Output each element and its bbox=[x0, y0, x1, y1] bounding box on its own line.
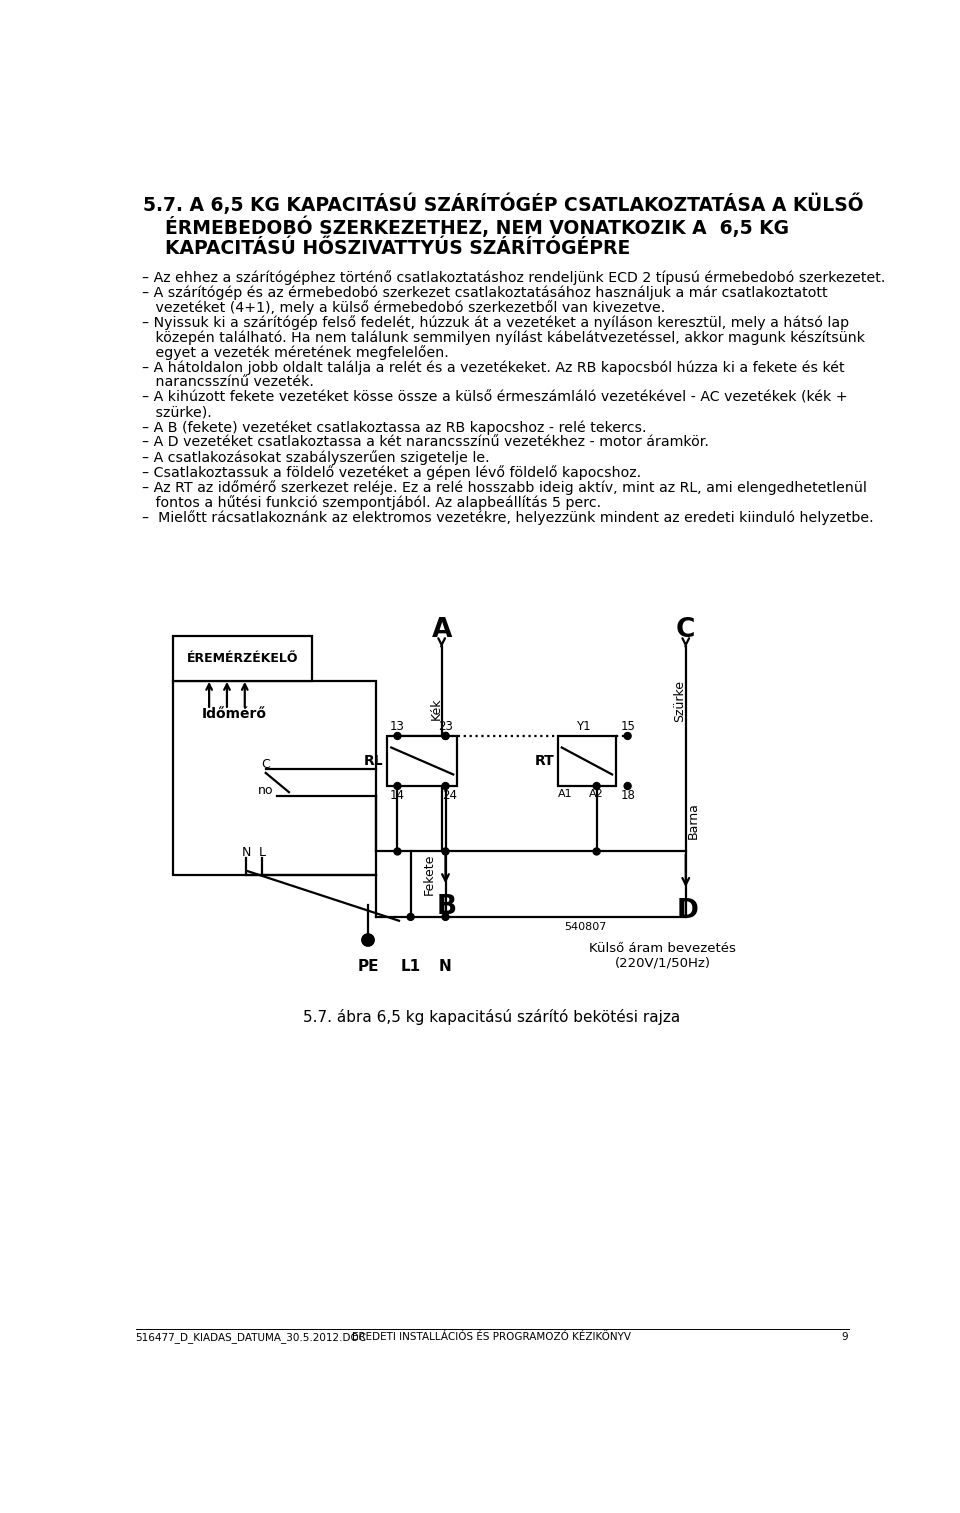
Text: A1: A1 bbox=[559, 790, 573, 799]
Text: A2: A2 bbox=[589, 790, 604, 799]
Text: 516477_D_KIADAS_DATUMA_30.5.2012.DOC: 516477_D_KIADAS_DATUMA_30.5.2012.DOC bbox=[135, 1331, 367, 1344]
Text: 18: 18 bbox=[620, 790, 636, 802]
Text: Külső áram bevezetés: Külső áram bevezetés bbox=[589, 941, 736, 955]
Text: A: A bbox=[431, 617, 452, 643]
Text: – A csatlakozásokat szabályszerűen szigetelje le.: – A csatlakozásokat szabályszerűen szige… bbox=[142, 451, 490, 464]
Text: Y1: Y1 bbox=[576, 720, 590, 732]
Circle shape bbox=[442, 782, 449, 790]
Circle shape bbox=[593, 847, 600, 855]
Text: – A kihúzott fekete vezetéket kösse össze a külső érmeszámláló vezetékével - AC : – A kihúzott fekete vezetéket kösse össz… bbox=[142, 390, 848, 404]
Text: – A D vezetéket csatlakoztassa a két narancsszínű vezetékhez - motor áramkör.: – A D vezetéket csatlakoztassa a két nar… bbox=[142, 436, 708, 449]
Text: RT: RT bbox=[535, 753, 554, 769]
Text: fontos a hűtési funkció szempontjából. Az alapbeállítás 5 perc.: fontos a hűtési funkció szempontjából. A… bbox=[142, 495, 601, 510]
Text: – Nyissuk ki a szárítógép felső fedelét, húzzuk át a vezetéket a nyíláson keresz: – Nyissuk ki a szárítógép felső fedelét,… bbox=[142, 315, 849, 330]
Text: 13: 13 bbox=[390, 720, 405, 732]
Text: KAPACITÁSÚ HŐSZIVATTYÚS SZÁRÍTÓGÉPRE: KAPACITÁSÚ HŐSZIVATTYÚS SZÁRÍTÓGÉPRE bbox=[165, 239, 630, 259]
Text: RL: RL bbox=[364, 753, 383, 769]
Text: ÉREMÉRZÉKELŐ: ÉREMÉRZÉKELŐ bbox=[186, 652, 299, 664]
Circle shape bbox=[442, 847, 449, 855]
Text: szürke).: szürke). bbox=[142, 405, 211, 419]
Text: narancsszínű vezeték.: narancsszínű vezeték. bbox=[142, 375, 314, 389]
Text: EREDETI INSTALLÁCIÓS ÉS PROGRAMOZÓ KÉZIKÖNYV: EREDETI INSTALLÁCIÓS ÉS PROGRAMOZÓ KÉZIK… bbox=[352, 1331, 632, 1342]
Bar bbox=[388, 735, 457, 787]
Text: – Csatlakoztassuk a földelő vezetéket a gépen lévő földelő kapocshoz.: – Csatlakoztassuk a földelő vezetéket a … bbox=[142, 466, 641, 480]
Text: – A B (fekete) vezetéket csatlakoztassa az RB kapocshoz - relé tekercs.: – A B (fekete) vezetéket csatlakoztassa … bbox=[142, 421, 646, 434]
Circle shape bbox=[442, 732, 449, 740]
Text: C: C bbox=[676, 617, 695, 643]
Text: B: B bbox=[437, 894, 457, 920]
Text: 15: 15 bbox=[620, 720, 636, 732]
Circle shape bbox=[624, 732, 631, 740]
Text: Kék: Kék bbox=[430, 697, 443, 720]
Text: egyet a vezeték méretének megfelelően.: egyet a vezeték méretének megfelelően. bbox=[142, 345, 448, 360]
Circle shape bbox=[394, 847, 401, 855]
Text: Szürke: Szürke bbox=[673, 681, 686, 722]
Circle shape bbox=[442, 914, 449, 920]
Circle shape bbox=[394, 732, 401, 740]
Text: vezetéket (4+1), mely a külső érmebedobó szerkezetből van kivezetve.: vezetéket (4+1), mely a külső érmebedobó… bbox=[142, 300, 665, 315]
Text: – Az ehhez a szárítógéphez történő csatlakoztatáshoz rendeljünk ECD 2 típusú érm: – Az ehhez a szárítógéphez történő csatl… bbox=[142, 271, 885, 284]
Text: PE: PE bbox=[357, 959, 379, 974]
Text: L: L bbox=[258, 846, 265, 859]
Text: közepén található. Ha nem találunk semmilyen nyílást kábelátvezetéssel, akkor ma: közepén található. Ha nem találunk semmi… bbox=[142, 330, 865, 345]
Bar bbox=[173, 681, 375, 875]
Text: 9: 9 bbox=[842, 1331, 849, 1342]
Circle shape bbox=[624, 782, 631, 790]
Text: N: N bbox=[242, 846, 251, 859]
Text: –  Mielőtt rácsatlakoznánk az elektromos vezetékre, helyezzünk mindent az eredet: – Mielőtt rácsatlakoznánk az elektromos … bbox=[142, 510, 874, 525]
Text: ÉRMEBEDOBÓ SZERKEZETHEZ, NEM VONATKOZIK A  6,5 KG: ÉRMEBEDOBÓ SZERKEZETHEZ, NEM VONATKOZIK … bbox=[165, 216, 789, 238]
Text: Barna: Barna bbox=[687, 802, 700, 840]
Circle shape bbox=[442, 732, 449, 740]
Text: no: no bbox=[258, 784, 274, 797]
Circle shape bbox=[394, 782, 401, 790]
Text: – Az RT az időmérő szerkezet reléje. Ez a relé hosszabb ideig aktív, mint az RL,: – Az RT az időmérő szerkezet reléje. Ez … bbox=[142, 480, 867, 495]
Text: N: N bbox=[439, 959, 452, 974]
Text: D: D bbox=[677, 897, 698, 923]
Text: 5.7. ábra 6,5 kg kapacitású szárító bekötési rajza: 5.7. ábra 6,5 kg kapacitású szárító bekö… bbox=[303, 1009, 681, 1026]
Text: (220V/1/50Hz): (220V/1/50Hz) bbox=[614, 956, 710, 970]
Text: – A hátoldalon jobb oldalt találja a relét és a vezetékeket. Az RB kapocsból húz: – A hátoldalon jobb oldalt találja a rel… bbox=[142, 360, 845, 375]
Text: – A szárítógép és az érmebedobó szerkezet csatlakoztatásához használjuk a már cs: – A szárítógép és az érmebedobó szerkeze… bbox=[142, 284, 828, 300]
Circle shape bbox=[407, 914, 414, 920]
Bar bbox=[558, 735, 616, 787]
Text: L1: L1 bbox=[400, 959, 420, 974]
Text: Időmérő: Időmérő bbox=[203, 708, 267, 722]
Text: 5.7. A 6,5 KG KAPACITÁSÚ SZÁRÍTÓGÉP CSATLAKOZTATÁSA A KÜLSŐ: 5.7. A 6,5 KG KAPACITÁSÚ SZÁRÍTÓGÉP CSAT… bbox=[143, 194, 864, 215]
Bar bbox=[173, 635, 312, 681]
Circle shape bbox=[593, 782, 600, 790]
Text: Fekete: Fekete bbox=[423, 853, 436, 896]
Text: C: C bbox=[261, 758, 270, 770]
Text: 24: 24 bbox=[442, 790, 457, 802]
Text: 23: 23 bbox=[438, 720, 453, 732]
Text: 540807: 540807 bbox=[564, 923, 606, 932]
Circle shape bbox=[362, 934, 374, 946]
Text: 14: 14 bbox=[390, 790, 405, 802]
